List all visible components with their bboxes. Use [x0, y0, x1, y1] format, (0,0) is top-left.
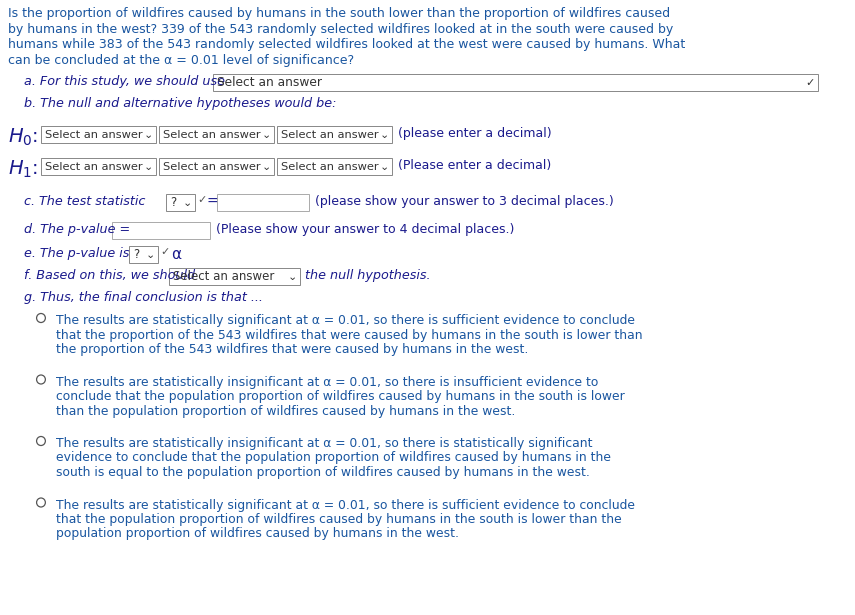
FancyBboxPatch shape — [129, 246, 158, 263]
Text: Select an answer: Select an answer — [173, 270, 274, 283]
Text: $\mathit{H}_{0}$:: $\mathit{H}_{0}$: — [8, 127, 38, 148]
Text: ?: ? — [170, 196, 176, 209]
Text: by humans in the west? 339 of the 543 randomly selected wildfires looked at in t: by humans in the west? 339 of the 543 ra… — [8, 23, 673, 36]
Text: The results are statistically significant at α = 0.01, so there is sufficient ev: The results are statistically significan… — [56, 499, 634, 512]
Text: the proportion of the 543 wildfires that were caused by humans in the west.: the proportion of the 543 wildfires that… — [56, 343, 528, 356]
FancyBboxPatch shape — [159, 126, 274, 143]
Text: d. The p-value =: d. The p-value = — [25, 223, 131, 236]
FancyBboxPatch shape — [216, 194, 310, 211]
FancyBboxPatch shape — [159, 158, 274, 175]
FancyBboxPatch shape — [277, 158, 392, 175]
Text: b. The null and alternative hypotheses would be:: b. The null and alternative hypotheses w… — [25, 97, 337, 110]
Text: (please enter a decimal): (please enter a decimal) — [398, 127, 551, 140]
Text: population proportion of wildfires caused by humans in the west.: population proportion of wildfires cause… — [56, 528, 458, 541]
Text: g. Thus, the final conclusion is that ...: g. Thus, the final conclusion is that ..… — [25, 291, 263, 304]
Text: ✓: ✓ — [805, 77, 815, 87]
Text: (Please show your answer to 4 decimal places.): (Please show your answer to 4 decimal pl… — [215, 223, 514, 236]
FancyBboxPatch shape — [41, 158, 156, 175]
Text: Select an answer: Select an answer — [281, 130, 379, 140]
FancyBboxPatch shape — [166, 194, 195, 211]
FancyBboxPatch shape — [112, 222, 209, 239]
Text: Select an answer: Select an answer — [216, 76, 321, 89]
Text: The results are statistically significant at α = 0.01, so there is sufficient ev: The results are statistically significan… — [56, 314, 634, 327]
Text: can be concluded at the α = 0.01 level of significance?: can be concluded at the α = 0.01 level o… — [8, 54, 354, 66]
Text: humans while 383 of the 543 randomly selected wildfires looked at the west were : humans while 383 of the 543 randomly sel… — [8, 38, 685, 51]
Text: Select an answer: Select an answer — [44, 130, 143, 140]
Text: Is the proportion of wildfires caused by humans in the south lower than the prop: Is the proportion of wildfires caused by… — [8, 7, 670, 20]
Text: The results are statistically insignificant at α = 0.01, so there is insufficien: The results are statistically insignific… — [56, 376, 598, 389]
Text: ✓: ✓ — [160, 247, 169, 257]
Text: conclude that the population proportion of wildfires caused by humans in the sou: conclude that the population proportion … — [56, 390, 624, 403]
Text: a. For this study, we should use: a. For this study, we should use — [25, 75, 226, 88]
Text: $\mathit{H}_{1}$:: $\mathit{H}_{1}$: — [8, 159, 38, 180]
Text: ⌄: ⌄ — [288, 271, 298, 282]
FancyBboxPatch shape — [213, 74, 817, 91]
Text: Select an answer: Select an answer — [163, 130, 261, 140]
Text: The results are statistically insignificant at α = 0.01, so there is statistical: The results are statistically insignific… — [56, 437, 593, 450]
Text: α: α — [171, 247, 181, 262]
Text: ⌄: ⌄ — [144, 130, 153, 140]
Text: ⌄: ⌄ — [380, 130, 389, 140]
Circle shape — [37, 498, 45, 507]
Text: south is equal to the population proportion of wildfires caused by humans in the: south is equal to the population proport… — [56, 466, 589, 479]
Text: ✓: ✓ — [198, 195, 206, 205]
Text: c. The test statistic: c. The test statistic — [25, 195, 145, 208]
Circle shape — [37, 375, 45, 384]
Text: ⌄: ⌄ — [144, 162, 153, 172]
Text: ⌄: ⌄ — [145, 250, 155, 260]
Text: ⌄: ⌄ — [380, 162, 389, 172]
Text: ⌄: ⌄ — [262, 130, 271, 140]
FancyBboxPatch shape — [168, 268, 300, 285]
Text: =: = — [207, 195, 219, 209]
Text: Select an answer: Select an answer — [44, 162, 143, 172]
Text: Select an answer: Select an answer — [163, 162, 261, 172]
Text: that the proportion of the 543 wildfires that were caused by humans in the south: that the proportion of the 543 wildfires… — [56, 328, 642, 341]
Text: than the population proportion of wildfires caused by humans in the west.: than the population proportion of wildfi… — [56, 405, 515, 418]
Text: (Please enter a decimal): (Please enter a decimal) — [398, 159, 551, 172]
Text: Select an answer: Select an answer — [281, 162, 379, 172]
Text: the null hypothesis.: the null hypothesis. — [305, 269, 431, 282]
Circle shape — [37, 314, 45, 322]
Text: ⌄: ⌄ — [262, 162, 271, 172]
Text: evidence to conclude that the population proportion of wildfires caused by human: evidence to conclude that the population… — [56, 451, 610, 464]
FancyBboxPatch shape — [277, 126, 392, 143]
Text: ?: ? — [133, 248, 139, 261]
Text: ⌄: ⌄ — [183, 197, 192, 207]
Text: e. The p-value is: e. The p-value is — [25, 247, 130, 260]
Circle shape — [37, 437, 45, 445]
Text: that the population proportion of wildfires caused by humans in the south is low: that the population proportion of wildfi… — [56, 513, 622, 526]
FancyBboxPatch shape — [41, 126, 156, 143]
Text: (please show your answer to 3 decimal places.): (please show your answer to 3 decimal pl… — [315, 195, 614, 208]
Text: f. Based on this, we should: f. Based on this, we should — [25, 269, 196, 282]
